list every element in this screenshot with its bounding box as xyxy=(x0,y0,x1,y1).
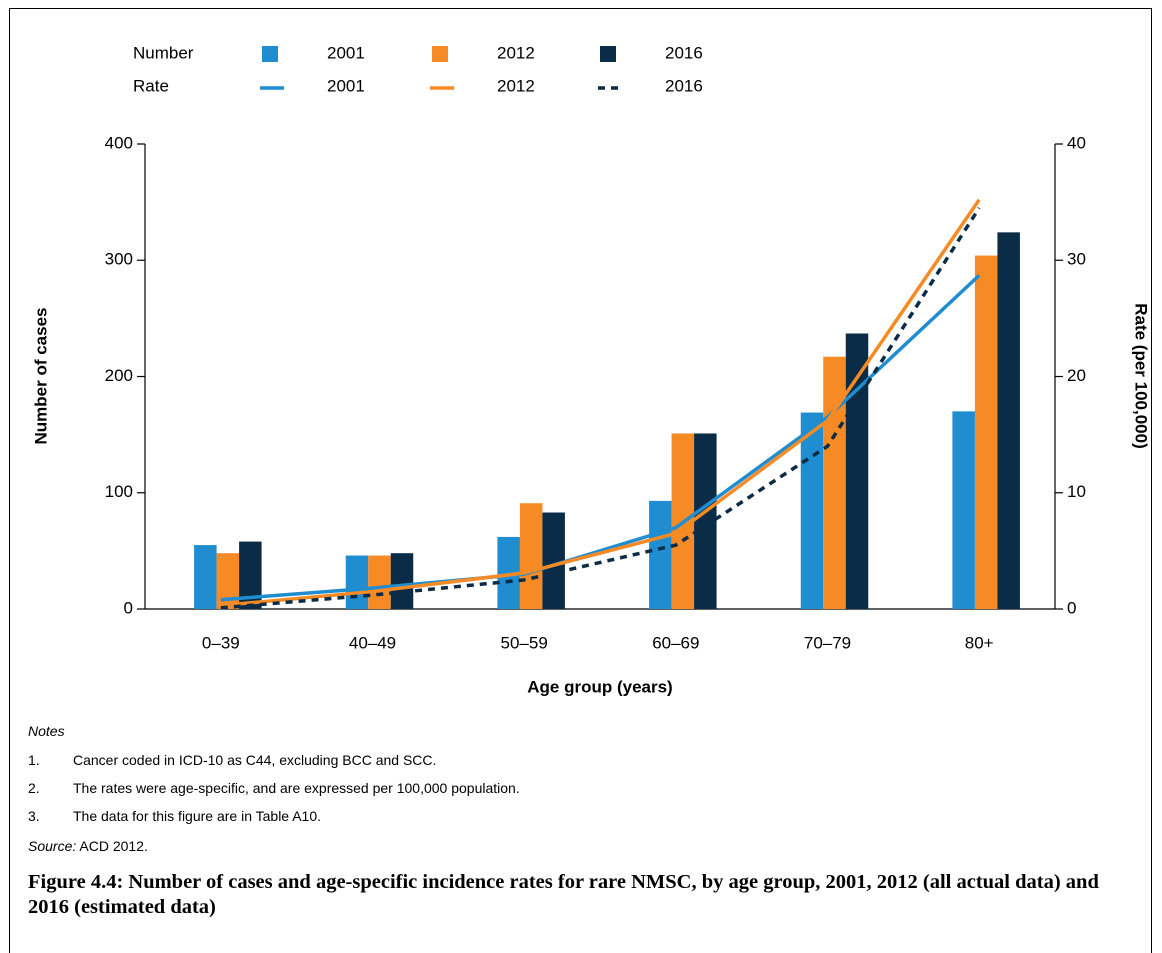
source-text: ACD 2012. xyxy=(79,838,148,854)
y-tick-label: 200 xyxy=(105,366,133,385)
legend-label: 2016 xyxy=(665,76,703,95)
note-number: 2. xyxy=(28,780,40,796)
bar xyxy=(194,545,217,609)
y-tick-label: 400 xyxy=(105,133,133,152)
bar xyxy=(345,555,369,609)
x-axis-title: Age group (years) xyxy=(527,677,672,696)
frame xyxy=(9,8,1152,953)
y2-tick-label: 30 xyxy=(1067,250,1086,269)
y-tick-label: 300 xyxy=(105,250,133,269)
x-tick-label: 60–69 xyxy=(652,633,699,652)
note-text: Cancer coded in ICD-10 as C44, excluding… xyxy=(73,752,437,768)
bar xyxy=(390,553,414,609)
legend-label: 2012 xyxy=(497,43,535,62)
legend-swatch xyxy=(262,46,278,62)
bar xyxy=(239,541,262,609)
bar xyxy=(845,333,869,609)
legend-title: Rate xyxy=(133,76,169,95)
legend-label: 2001 xyxy=(327,43,365,62)
note-item: 3. The data for this figure are in Table … xyxy=(28,808,321,824)
y2-tick-label: 0 xyxy=(1067,598,1076,617)
bar xyxy=(497,536,520,609)
bar xyxy=(823,356,846,609)
x-tick-label: 40–49 xyxy=(349,633,396,652)
note-number: 1. xyxy=(28,752,40,768)
y2-axis-title: Rate (per 100,000) xyxy=(1132,303,1151,449)
bar xyxy=(974,255,998,609)
y-tick-label: 0 xyxy=(124,598,133,617)
notes-title: Notes xyxy=(28,723,65,739)
x-tick-label: 50–59 xyxy=(501,633,548,652)
note-text: The data for this figure are in Table A1… xyxy=(73,808,322,824)
note-item: 1. Cancer coded in ICD-10 as C44, excludi… xyxy=(28,752,436,768)
caption: Figure 4.4: Number of cases and age-spec… xyxy=(28,871,1099,918)
legend-label: 2012 xyxy=(497,76,535,95)
source-label: Source: xyxy=(28,838,77,854)
x-tick-label: 70–79 xyxy=(804,633,851,652)
rate-line xyxy=(220,206,981,610)
bar xyxy=(952,411,975,609)
x-tick-label: 0–39 xyxy=(202,633,240,652)
bar xyxy=(649,500,672,609)
bar xyxy=(542,512,565,609)
chart: Age group (years) Number of cases Rate (… xyxy=(31,43,1151,696)
y-tick-label: 100 xyxy=(105,482,133,501)
note-number: 3. xyxy=(28,808,40,824)
bar xyxy=(216,553,240,609)
legend-label: 2016 xyxy=(665,43,703,62)
y2-tick-label: 20 xyxy=(1067,366,1086,385)
bar xyxy=(800,412,824,609)
note-item: 2. The rates were age-specific, and are e… xyxy=(28,780,520,796)
bar xyxy=(519,503,543,609)
x-tick-label: 80+ xyxy=(965,633,994,652)
bar xyxy=(368,555,391,609)
rate-line xyxy=(220,274,981,602)
legend-label: 2001 xyxy=(327,76,365,95)
y-axis-title: Number of cases xyxy=(31,308,50,445)
source: Source: ACD 2012. xyxy=(28,838,148,854)
y2-tick-label: 10 xyxy=(1067,482,1086,501)
y2-tick-label: 40 xyxy=(1067,133,1086,152)
note-text: The rates were age-specific, and are exp… xyxy=(73,780,520,796)
bar xyxy=(694,433,717,609)
rate-line xyxy=(220,198,981,608)
legend-title: Number xyxy=(133,43,194,62)
bar xyxy=(997,232,1020,609)
legend-swatch xyxy=(432,46,448,62)
legend-swatch xyxy=(600,46,616,62)
